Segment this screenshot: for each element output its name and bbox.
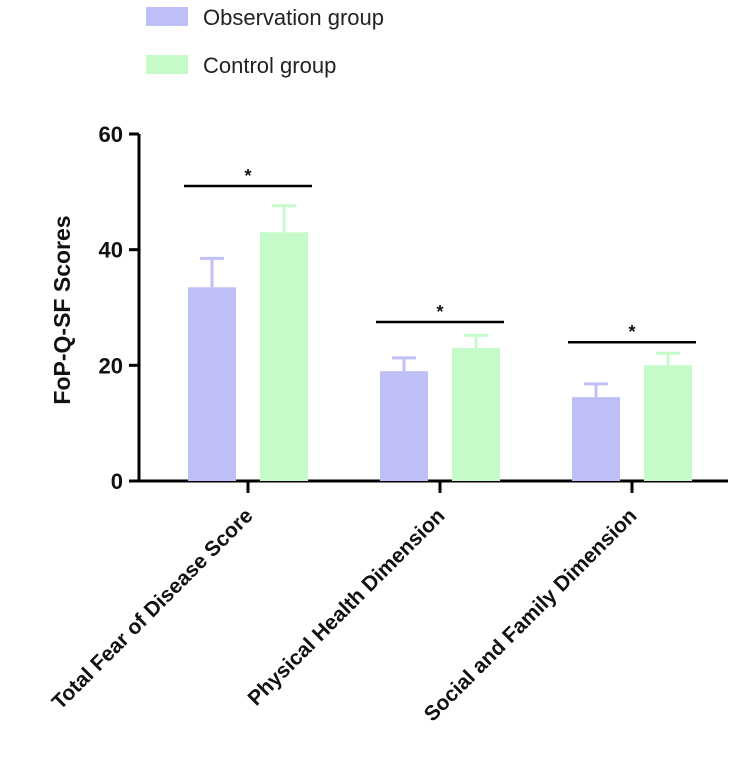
y-tick-label: 40 — [99, 238, 123, 263]
bar-observation — [572, 397, 620, 481]
legend: Observation group Control group — [146, 5, 384, 78]
significance-marker: * — [244, 166, 251, 186]
legend-swatch-observation — [146, 7, 188, 26]
bar-observation — [380, 371, 428, 481]
legend-swatch-control — [146, 55, 188, 74]
bar-control — [644, 365, 692, 481]
x-category-label: Social and Family Dimension — [420, 504, 642, 726]
y-axis-title: FoP-Q-SF Scores — [49, 215, 75, 404]
y-tick-label: 0 — [111, 469, 123, 494]
significance-marker: * — [628, 322, 635, 342]
x-category-label: Total Fear of Disease Score — [48, 504, 258, 714]
y-tick-label: 20 — [99, 353, 123, 378]
bar-control — [452, 347, 500, 481]
bar-observation — [188, 287, 236, 481]
significance-marker: * — [436, 302, 443, 322]
plot-area: 0 20 40 60 Total Fear of Disease ScorePhysic… — [48, 122, 728, 726]
bar-control — [260, 232, 308, 481]
y-tick-label: 60 — [99, 122, 123, 147]
x-category-label: Physical Health Dimension — [243, 504, 449, 710]
legend-label-control: Control group — [203, 53, 336, 78]
legend-label-observation: Observation group — [203, 5, 384, 30]
